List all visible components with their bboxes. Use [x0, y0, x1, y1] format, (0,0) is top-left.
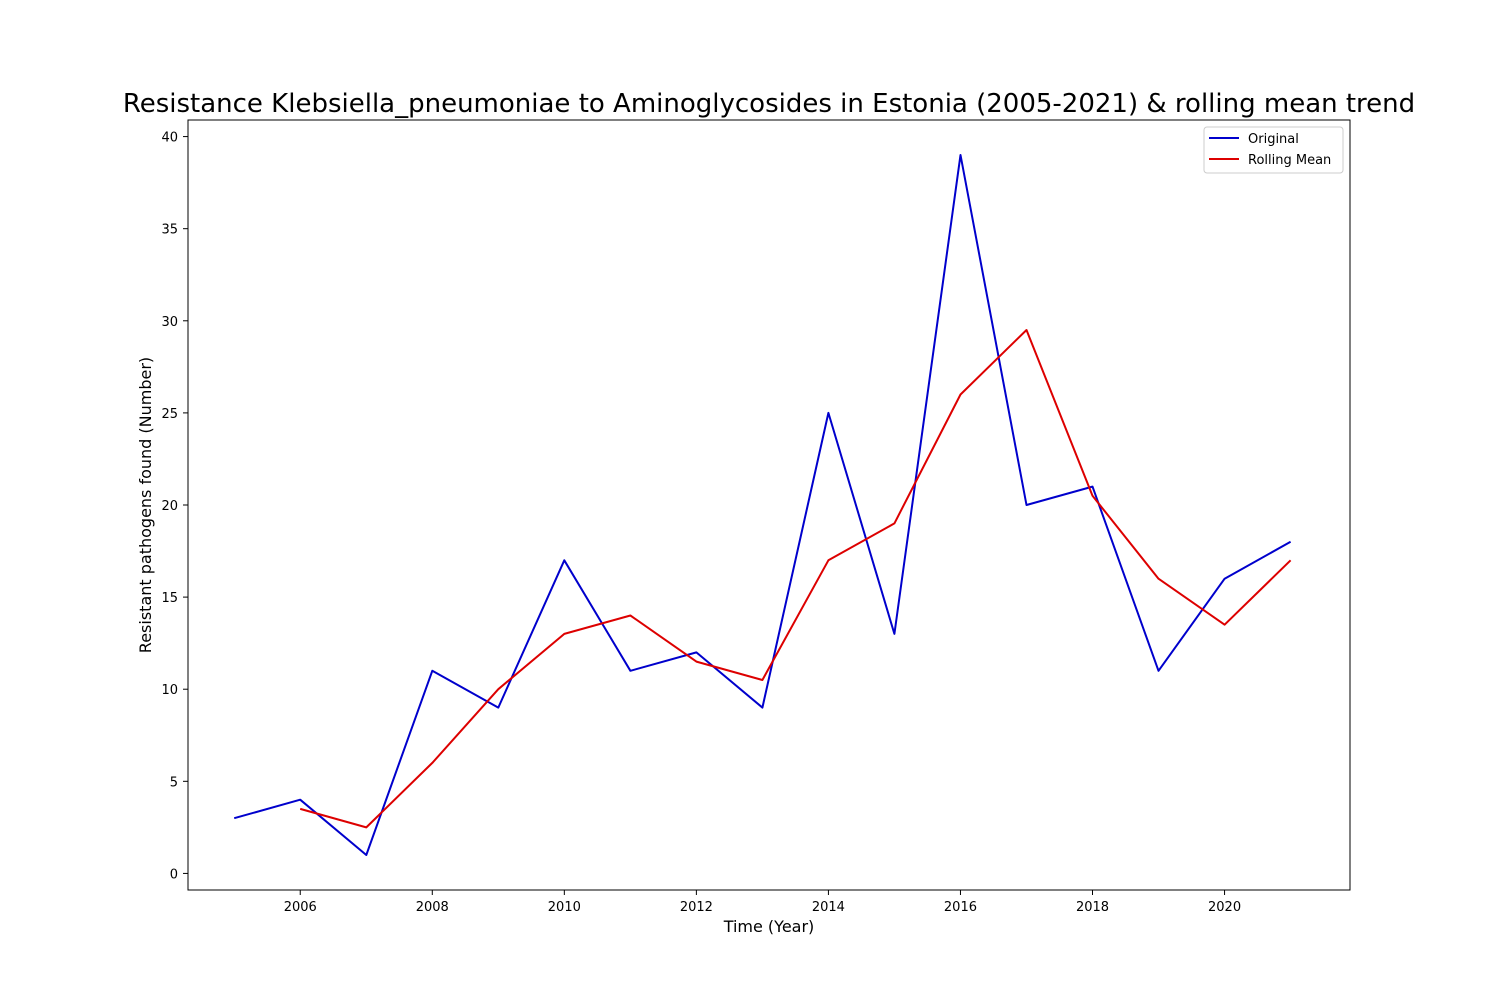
series-line-rolling-mean — [299, 329, 1292, 829]
chart-title: Resistance Klebsiella_pneumoniae to Amin… — [123, 89, 1415, 119]
y-tick-label: 5 — [170, 775, 178, 790]
y-tick-label: 25 — [161, 407, 178, 422]
plot-area — [187, 119, 1351, 891]
y-tick-label: 40 — [161, 131, 178, 146]
x-tick-label: 2016 — [944, 900, 977, 915]
y-axis-ticks: 0 5 10 15 20 25 30 35 40 — [161, 131, 188, 882]
x-axis-ticks: 2006 2008 2010 2012 2014 2016 2018 2020 — [284, 890, 1241, 915]
y-tick-label: 15 — [161, 591, 178, 606]
y-axis-label: Resistant pathogens found (Number) — [136, 357, 155, 653]
y-tick-label: 35 — [161, 223, 178, 238]
x-tick-label: 2006 — [284, 900, 317, 915]
x-tick-label: 2018 — [1076, 900, 1109, 915]
series-layer — [233, 154, 1292, 856]
x-tick-label: 2008 — [416, 900, 449, 915]
legend: Original Rolling Mean — [1203, 126, 1344, 174]
legend-label-original: Original — [1248, 132, 1299, 147]
x-tick-label: 2010 — [548, 900, 581, 915]
x-tick-label: 2014 — [812, 900, 845, 915]
x-tick-label: 2020 — [1208, 900, 1241, 915]
y-tick-label: 10 — [161, 683, 178, 698]
x-tick-label: 2012 — [680, 900, 713, 915]
x-axis-label: Time (Year) — [723, 917, 815, 936]
y-tick-label: 30 — [161, 315, 178, 330]
series-line-original — [233, 154, 1292, 856]
legend-label-rolling-mean: Rolling Mean — [1248, 153, 1331, 168]
y-tick-label: 20 — [161, 499, 178, 514]
y-tick-label: 0 — [170, 867, 178, 882]
